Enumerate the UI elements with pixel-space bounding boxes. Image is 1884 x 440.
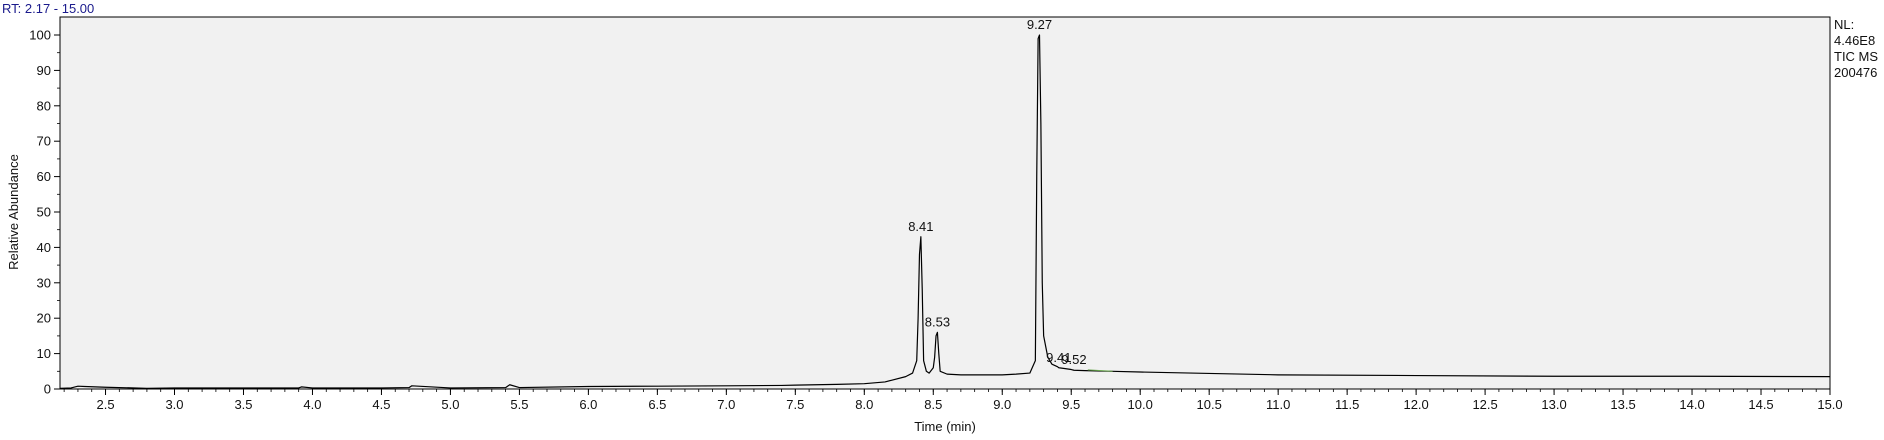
x-tick-label: 8.0: [855, 397, 873, 412]
y-axis: 0 10 20 30 40 50 60 70 80 90 100: [29, 28, 60, 397]
x-tick-label: 4.5: [372, 397, 390, 412]
peak-label: 9.41: [1046, 350, 1071, 365]
x-tick-label: 3.0: [165, 397, 183, 412]
x-tick-label: 3.5: [234, 397, 252, 412]
x-tick-label: 8.5: [924, 397, 942, 412]
x-tick-label: 11.0: [1266, 397, 1290, 412]
x-tick-label: 13.0: [1541, 397, 1566, 412]
x-tick-label: 9.0: [993, 397, 1011, 412]
y-tick-label: 70: [37, 134, 51, 149]
x-tick-label: 9.5: [1062, 397, 1080, 412]
y-axis-title: Relative Abundance: [6, 154, 21, 270]
info-line: TIC MS: [1834, 49, 1878, 64]
peak-labels: 8.41 8.53 9.27 9.419.52: [908, 17, 1086, 367]
y-tick-label: 20: [37, 311, 51, 326]
info-line: NL:: [1834, 17, 1854, 32]
peak-label: 8.53: [925, 314, 950, 329]
x-tick-label: 10.0: [1128, 397, 1153, 412]
x-tick-label: 5.5: [510, 397, 528, 412]
x-axis-title: Time (min): [914, 419, 976, 434]
x-tick-label: 15.0: [1817, 397, 1842, 412]
x-tick-label: 7.0: [717, 397, 735, 412]
x-tick-label: 13.5: [1610, 397, 1635, 412]
x-tick-label: 14.5: [1748, 397, 1773, 412]
x-tick-label: 10.5: [1197, 397, 1222, 412]
peak-label: 9.52: [1061, 352, 1086, 367]
y-tick-label: 10: [37, 346, 51, 361]
x-tick-label: 5.0: [441, 397, 459, 412]
y-tick-label: 40: [37, 240, 51, 255]
x-tick-label: 6.5: [648, 397, 666, 412]
y-tick-label: 90: [37, 63, 51, 78]
x-tick-label: 11.5: [1335, 397, 1359, 412]
trace-group: [59, 34, 1831, 389]
trace-line: [59, 34, 1831, 389]
x-tick-label: 4.0: [303, 397, 321, 412]
y-tick-label: 100: [29, 28, 51, 43]
y-tick-label: 30: [37, 275, 51, 290]
y-tick-label: 80: [37, 98, 51, 113]
peak-label: 9.27: [1027, 17, 1052, 32]
y-tick-label: 0: [44, 382, 51, 397]
y-tick-label: 60: [37, 169, 51, 184]
x-tick-label: 12.5: [1472, 397, 1497, 412]
info-line: 200476: [1834, 65, 1877, 80]
info-line: 4.46E8: [1834, 33, 1875, 48]
x-tick-label: 6.0: [579, 397, 597, 412]
x-tick-label: 7.5: [786, 397, 804, 412]
x-tick-label: 12.0: [1403, 397, 1428, 412]
plot-area: [59, 16, 1831, 390]
x-tick-label: 2.5: [96, 397, 114, 412]
y-tick-label: 50: [37, 205, 51, 220]
x-axis: 2.5 3.0 3.5 4.0 4.5 5.0 5.5 6.0 6.5 7.0 7.5 8.0 8.5 9…: [63, 389, 1843, 412]
rt-range-label: RT: 2.17 - 15.00: [2, 1, 94, 16]
baseline-marker: [1087, 369, 1113, 372]
peak-label: 8.41: [908, 219, 933, 234]
x-tick-label: 14.0: [1679, 397, 1704, 412]
